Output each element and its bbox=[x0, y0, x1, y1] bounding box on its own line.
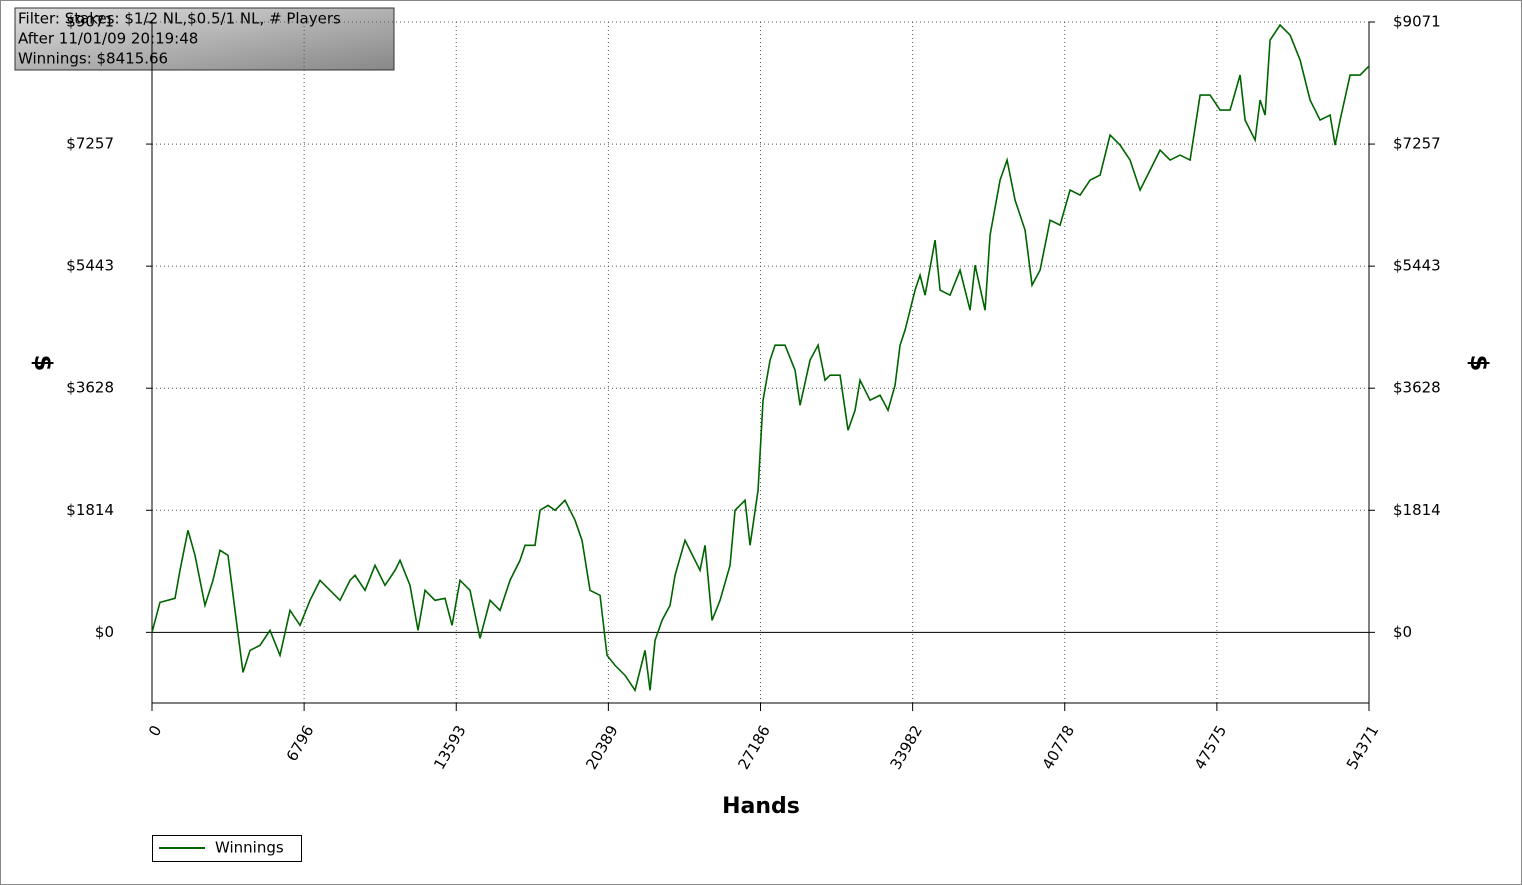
annotation: After 11/01/09 20:19:48 bbox=[18, 30, 198, 48]
y2-tick-label: $7257 bbox=[1393, 135, 1441, 153]
annotation: Filter: Stakes: $1/2 NL,$0.5/1 NL, # Pla… bbox=[18, 10, 341, 28]
y2-tick-label: $1814 bbox=[1393, 501, 1441, 519]
y-tick-label: $5443 bbox=[66, 257, 114, 275]
y-tick-label: $3628 bbox=[66, 379, 114, 397]
x-axis-label: Hands bbox=[722, 794, 800, 819]
series-line bbox=[151, 23, 1370, 693]
annotation: Winnings: $8415.66 bbox=[18, 50, 168, 68]
legend bbox=[152, 835, 302, 862]
y-tick-label: $0 bbox=[95, 623, 114, 641]
legend-label: Winnings bbox=[215, 839, 284, 857]
y-tick-label: $7257 bbox=[66, 135, 114, 153]
y2-tick-label: $5443 bbox=[1393, 257, 1441, 275]
y2-tick-label: $3628 bbox=[1393, 379, 1441, 397]
y2-tick-label: $0 bbox=[1393, 623, 1412, 641]
y-tick-label: $9071 bbox=[66, 13, 114, 31]
y2-axis-label: $ bbox=[1465, 355, 1493, 372]
y2-tick-label: $9071 bbox=[1393, 13, 1441, 31]
y-axis-label: $ bbox=[29, 355, 57, 372]
filter-box bbox=[14, 7, 395, 71]
y-tick-label: $1814 bbox=[66, 501, 114, 519]
